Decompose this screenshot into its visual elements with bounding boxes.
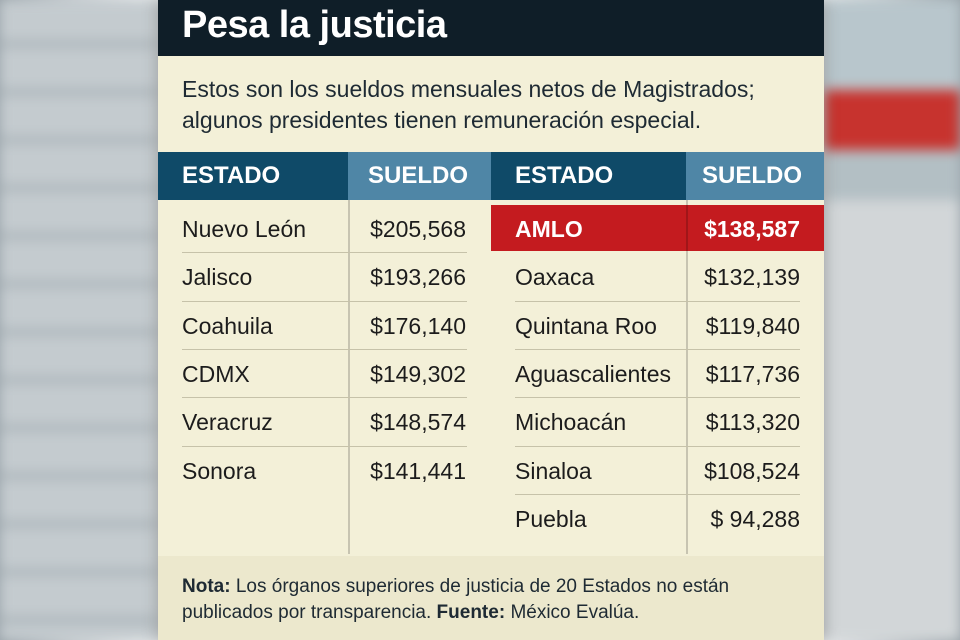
- sueldo-cell: $132,139: [704, 264, 800, 291]
- sueldo-cell: $205,568: [370, 216, 466, 242]
- sueldo-cell: $176,140: [370, 312, 466, 339]
- estado-cell: Coahuila: [182, 312, 273, 339]
- footnote: Nota: Los órganos superiores de justicia…: [182, 574, 802, 626]
- sueldo-cell: $138,587: [704, 216, 800, 242]
- estado-cell: Sonora: [182, 457, 257, 484]
- row-separator: [182, 300, 467, 302]
- note-label: Nota:: [182, 576, 231, 597]
- sueldo-cell: $149,302: [370, 360, 466, 387]
- estado-cell: Sinaloa: [515, 457, 592, 484]
- infographic-card: Pesa la justicia Estos son los sueldos m…: [158, 0, 824, 640]
- header-sueldo-right: SUELDO: [686, 152, 824, 200]
- header-sueldo-left: SUELDO: [348, 152, 491, 200]
- row-separator: [515, 493, 800, 495]
- sueldo-cell: $113,320: [705, 409, 800, 436]
- row-separator: [515, 300, 800, 302]
- sueldo-cell: $193,266: [370, 264, 466, 291]
- header-estado-right: ESTADO: [491, 152, 686, 200]
- background-left: [0, 0, 158, 640]
- row-separator: [515, 397, 800, 399]
- row-separator: [182, 252, 467, 254]
- title-bar: Pesa la justicia: [158, 0, 824, 56]
- estado-cell: Nuevo León: [182, 216, 307, 242]
- highlight-bar: [491, 205, 824, 251]
- estado-cell: Puebla: [515, 505, 587, 532]
- estado-cell: Veracruz: [182, 409, 273, 436]
- page-title: Pesa la justicia: [182, 4, 447, 46]
- header-estado-left: ESTADO: [158, 152, 348, 200]
- row-separator: [182, 348, 467, 350]
- row-separator: [182, 397, 467, 399]
- estado-cell: AMLO: [515, 216, 583, 242]
- note-band: [158, 556, 824, 640]
- sueldo-cell: $108,524: [704, 457, 800, 484]
- estado-cell: Oaxaca: [515, 264, 595, 291]
- background-right: [824, 0, 960, 640]
- sueldo-cell: $148,574: [370, 409, 466, 436]
- estado-cell: Michoacán: [515, 409, 627, 436]
- row-separator: [515, 445, 800, 447]
- sueldo-cell: $141,441: [370, 457, 466, 484]
- estado-cell: CDMX: [182, 360, 250, 387]
- sueldo-cell: $ 94,288: [710, 505, 800, 532]
- column-divider: [686, 200, 688, 554]
- sueldo-cell: $119,840: [705, 312, 800, 339]
- estado-cell: Jalisco: [182, 264, 253, 291]
- row-separator: [182, 445, 467, 447]
- note-text: Los órganos superiores de justicia de 20…: [182, 576, 730, 623]
- estado-cell: Aguascalientes: [515, 360, 671, 387]
- sueldo-cell: $117,736: [705, 360, 800, 387]
- subtitle: Estos son los sueldos mensuales netos de…: [182, 76, 755, 133]
- row-separator: [515, 348, 800, 350]
- source-label: Fuente:: [436, 602, 506, 623]
- estado-cell: Quintana Roo: [515, 312, 657, 339]
- source-text: México Evalúa.: [510, 602, 640, 623]
- column-divider: [348, 200, 350, 554]
